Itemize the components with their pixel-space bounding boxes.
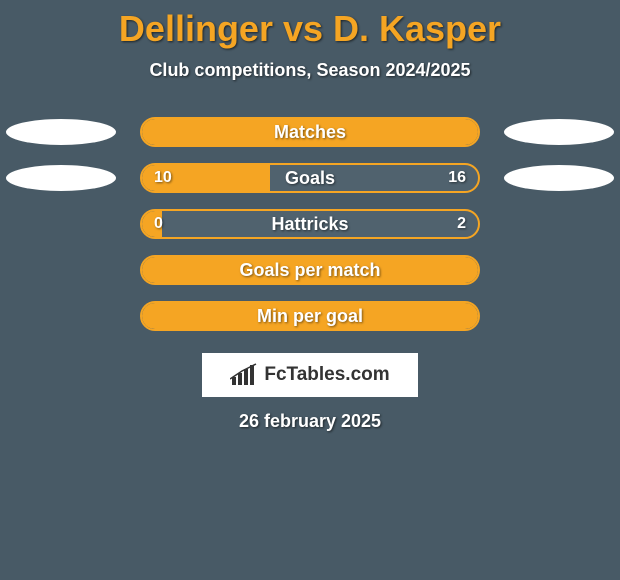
left-ellipse (6, 119, 116, 145)
left-ellipse (6, 165, 116, 191)
logo-box: FcTables.com (202, 353, 418, 397)
chart-area: Matches Goals10 16 Hattricks0 2 Goals per mat… (0, 109, 620, 339)
stat-value-left: 0 (154, 215, 163, 233)
stat-label: Matches (142, 122, 478, 143)
stat-row: Goals per match (0, 247, 620, 293)
stat-row: Goals10 16 (0, 155, 620, 201)
right-ellipse (504, 119, 614, 145)
bar-chart-icon (230, 363, 258, 387)
stat-label: Hattricks (142, 214, 478, 235)
stat-row: Min per goal (0, 293, 620, 339)
right-ellipse (504, 165, 614, 191)
stat-label: Goals (142, 168, 478, 189)
stat-bar: Goals per match (140, 255, 480, 285)
stat-bar: Min per goal (140, 301, 480, 331)
stat-row: Matches (0, 109, 620, 155)
stat-value-left: 10 (154, 169, 172, 187)
stat-row: Hattricks0 2 (0, 201, 620, 247)
page-subtitle: Club competitions, Season 2024/2025 (0, 60, 620, 81)
date-label: 26 february 2025 (0, 411, 620, 432)
stat-label: Min per goal (142, 306, 478, 327)
stat-bar: Goals10 16 (140, 163, 480, 193)
stat-bar: Matches (140, 117, 480, 147)
stat-value-right: 16 (448, 169, 466, 187)
logo-text: FcTables.com (264, 364, 389, 386)
stat-value-right: 2 (457, 215, 466, 233)
stat-label: Goals per match (142, 260, 478, 281)
page-title: Dellinger vs D. Kasper (0, 0, 620, 50)
stat-bar: Hattricks0 2 (140, 209, 480, 239)
